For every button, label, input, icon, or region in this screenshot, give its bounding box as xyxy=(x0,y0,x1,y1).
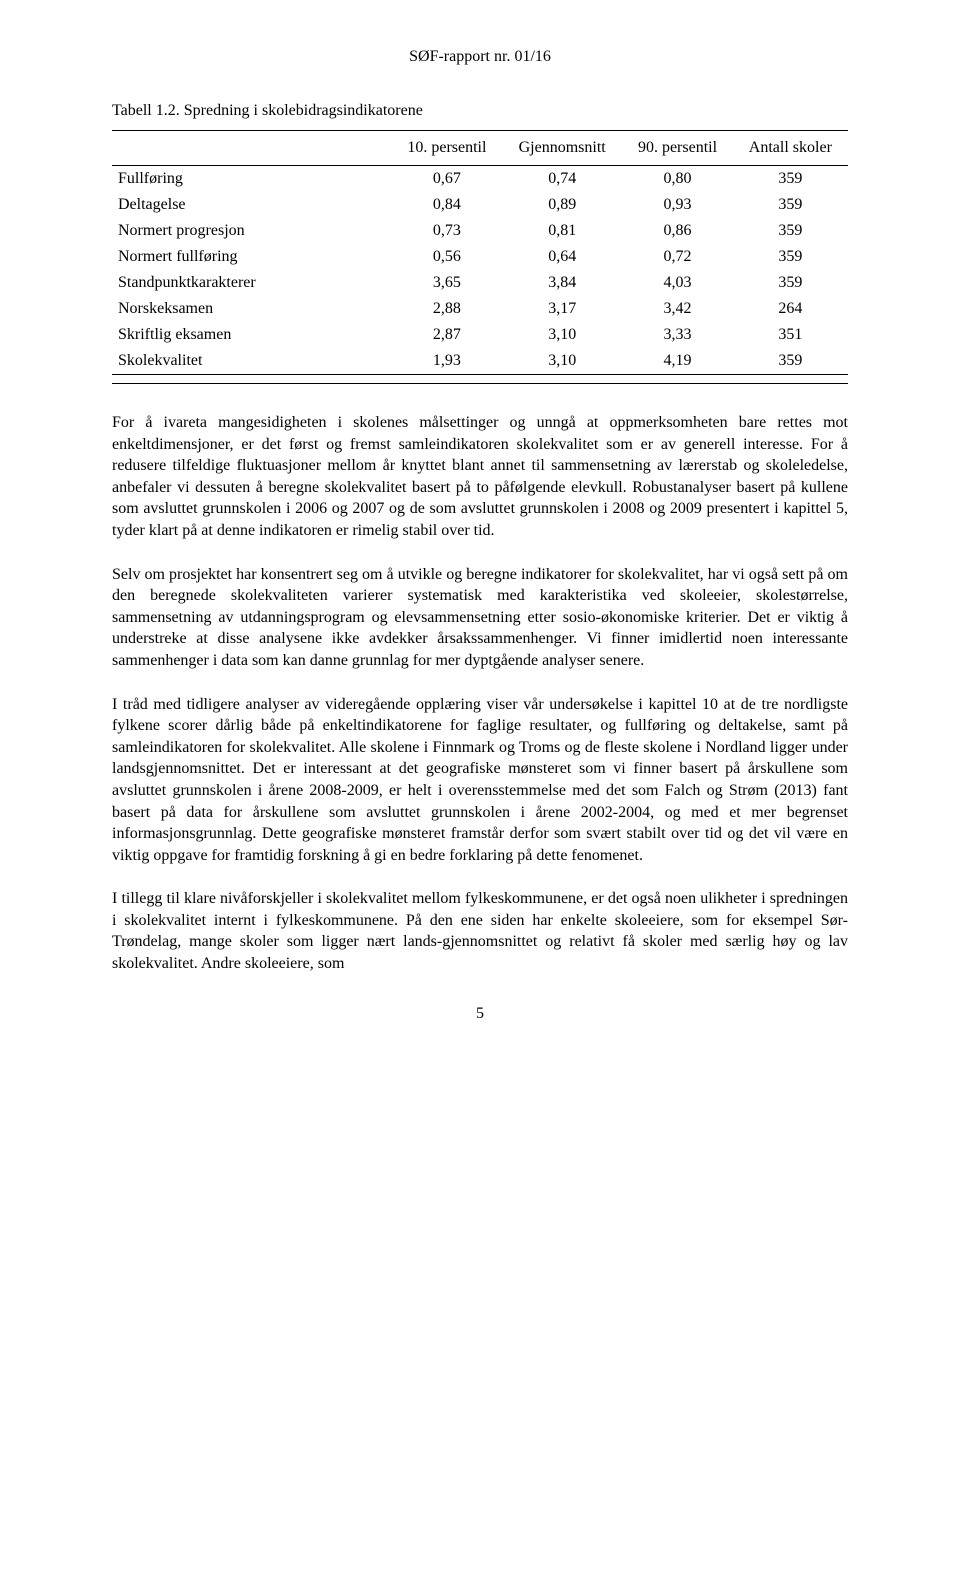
row-val: 0,74 xyxy=(502,166,622,193)
paragraph-2: Selv om prosjektet har konsentrert seg o… xyxy=(112,564,848,672)
row-val: 3,17 xyxy=(502,296,622,322)
table-body: Fullføring 0,67 0,74 0,80 359 Deltagelse… xyxy=(112,166,848,384)
row-label: Normert progresjon xyxy=(112,218,392,244)
table-header-row: 10. persentil Gjennomsnitt 90. persentil… xyxy=(112,131,848,166)
table-caption: Tabell 1.2. Spredning i skolebidragsindi… xyxy=(112,102,848,120)
document-page: SØF-rapport nr. 01/16 Tabell 1.2. Spredn… xyxy=(0,0,960,1083)
row-val: 359 xyxy=(733,218,848,244)
row-val: 264 xyxy=(733,296,848,322)
table-row: Fullføring 0,67 0,74 0,80 359 xyxy=(112,166,848,193)
row-label: Norskeksamen xyxy=(112,296,392,322)
row-label: Deltagelse xyxy=(112,192,392,218)
row-label: Fullføring xyxy=(112,166,392,193)
page-number: 5 xyxy=(112,1005,848,1023)
table-row: Normert progresjon 0,73 0,81 0,86 359 xyxy=(112,218,848,244)
row-val: 4,19 xyxy=(622,348,732,375)
table-row: Skolekvalitet 1,93 3,10 4,19 359 xyxy=(112,348,848,375)
paragraph-1: For å ivareta mangesidigheten i skolenes… xyxy=(112,412,848,542)
row-val: 3,84 xyxy=(502,270,622,296)
table-row: Norskeksamen 2,88 3,17 3,42 264 xyxy=(112,296,848,322)
row-val: 0,80 xyxy=(622,166,732,193)
data-table: 10. persentil Gjennomsnitt 90. persentil… xyxy=(112,130,848,384)
row-val: 3,42 xyxy=(622,296,732,322)
row-val: 359 xyxy=(733,166,848,193)
row-val: 3,65 xyxy=(392,270,502,296)
row-val: 0,73 xyxy=(392,218,502,244)
paragraph-3: I tråd med tidligere analyser av videreg… xyxy=(112,694,848,867)
col-mean: Gjennomsnitt xyxy=(502,131,622,166)
row-val: 359 xyxy=(733,192,848,218)
row-label: Skriftlig eksamen xyxy=(112,322,392,348)
col-n: Antall skoler xyxy=(733,131,848,166)
col-p90: 90. persentil xyxy=(622,131,732,166)
table-row: Normert fullføring 0,56 0,64 0,72 359 xyxy=(112,244,848,270)
row-val: 359 xyxy=(733,348,848,375)
row-val: 2,88 xyxy=(392,296,502,322)
col-empty xyxy=(112,131,392,166)
paragraph-4: I tillegg til klare nivåforskjeller i sk… xyxy=(112,888,848,974)
table-bottom-rule xyxy=(112,375,848,384)
row-val: 0,93 xyxy=(622,192,732,218)
row-val: 2,87 xyxy=(392,322,502,348)
row-val: 0,86 xyxy=(622,218,732,244)
row-val: 359 xyxy=(733,244,848,270)
row-val: 351 xyxy=(733,322,848,348)
row-val: 359 xyxy=(733,270,848,296)
table-row: Skriftlig eksamen 2,87 3,10 3,33 351 xyxy=(112,322,848,348)
row-val: 0,64 xyxy=(502,244,622,270)
row-val: 3,10 xyxy=(502,348,622,375)
row-val: 1,93 xyxy=(392,348,502,375)
table-row: Standpunktkarakterer 3,65 3,84 4,03 359 xyxy=(112,270,848,296)
row-val: 0,72 xyxy=(622,244,732,270)
row-val: 0,84 xyxy=(392,192,502,218)
table-row: Deltagelse 0,84 0,89 0,93 359 xyxy=(112,192,848,218)
row-label: Standpunktkarakterer xyxy=(112,270,392,296)
row-label: Normert fullføring xyxy=(112,244,392,270)
row-val: 3,33 xyxy=(622,322,732,348)
col-p10: 10. persentil xyxy=(392,131,502,166)
row-val: 3,10 xyxy=(502,322,622,348)
row-val: 0,67 xyxy=(392,166,502,193)
row-val: 0,56 xyxy=(392,244,502,270)
row-val: 4,03 xyxy=(622,270,732,296)
row-val: 0,89 xyxy=(502,192,622,218)
row-label: Skolekvalitet xyxy=(112,348,392,375)
report-number: SØF-rapport nr. 01/16 xyxy=(409,48,551,65)
page-header: SØF-rapport nr. 01/16 xyxy=(112,48,848,66)
row-val: 0,81 xyxy=(502,218,622,244)
